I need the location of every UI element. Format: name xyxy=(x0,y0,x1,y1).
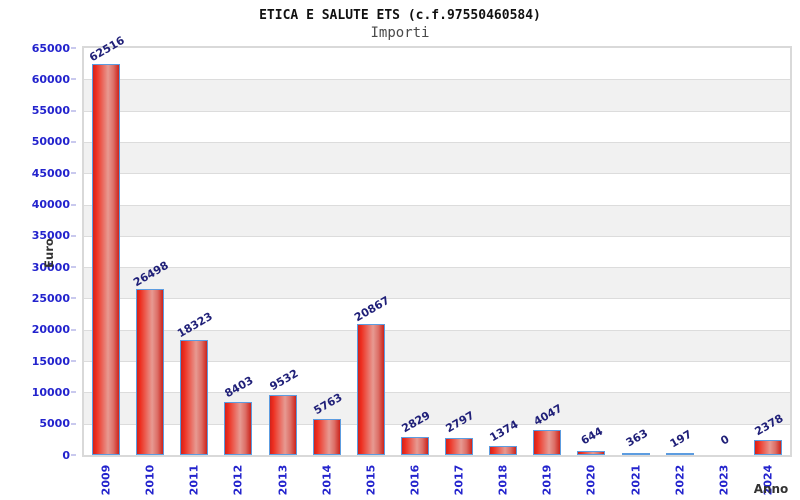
grid-band xyxy=(84,298,790,331)
bar-2022 xyxy=(665,453,694,455)
x-axis-title: Anno xyxy=(753,482,789,496)
gridline xyxy=(84,141,790,143)
gridline xyxy=(84,361,790,363)
bar-2014 xyxy=(312,418,341,455)
bar-2009 xyxy=(92,63,121,455)
x-tick-label: 2013 xyxy=(276,464,290,496)
y-tick-label: 55000 xyxy=(31,104,70,118)
y-tick-label: 60000 xyxy=(31,72,70,86)
gridline xyxy=(84,423,790,425)
y-tick-mark xyxy=(71,78,76,81)
x-tick-label: 2015 xyxy=(364,464,378,496)
x-tick-label: 2018 xyxy=(496,464,510,496)
x-tick-label: 2014 xyxy=(320,464,334,496)
y-tick-label: 45000 xyxy=(31,166,70,180)
gridline xyxy=(84,267,790,269)
x-tick-label: 2012 xyxy=(231,464,245,496)
bar-2015 xyxy=(356,324,385,455)
x-tick-label: 2011 xyxy=(187,464,201,496)
grid-band xyxy=(84,141,790,174)
y-tick-mark xyxy=(71,172,76,175)
plot-area: 0 5000 10000 15000 20000 25000 30000 35000 40000… xyxy=(32,33,792,495)
y-tick-mark xyxy=(71,203,76,206)
bar-2024 xyxy=(753,440,782,455)
chart-subtitle: Importi xyxy=(370,25,430,41)
grid-band xyxy=(84,48,790,80)
gridline xyxy=(84,235,790,237)
grid-band xyxy=(84,235,790,268)
x-tick-label: 2009 xyxy=(99,464,113,496)
x-tick-label: 2019 xyxy=(540,464,554,496)
y-tick-label: 15000 xyxy=(31,354,70,368)
bar-2017 xyxy=(445,437,474,455)
y-tick-mark xyxy=(71,422,76,425)
grid-band xyxy=(84,79,790,112)
gridline xyxy=(84,392,790,394)
gridline xyxy=(84,79,790,81)
y-tick-mark xyxy=(71,454,76,456)
bar-2010 xyxy=(136,289,165,455)
x-tick-label: 2017 xyxy=(452,464,466,496)
y-tick-label: 30000 xyxy=(31,260,70,274)
x-tick-label: 2020 xyxy=(584,464,598,496)
y-tick-mark xyxy=(71,297,76,300)
y-tick-label: 10000 xyxy=(31,385,70,399)
y-tick-mark xyxy=(71,266,76,269)
grid-band xyxy=(84,173,790,206)
x-tick-label: 2022 xyxy=(673,464,687,496)
bar-2021 xyxy=(621,452,650,455)
y-tick-label: 5000 xyxy=(39,417,70,431)
y-tick-label: 20000 xyxy=(31,323,70,337)
gridline xyxy=(84,173,790,175)
x-tick-label: 2023 xyxy=(717,464,731,496)
y-tick-label: 25000 xyxy=(31,291,70,305)
chart-title: ETICA E SALUTE ETS (c.f.97550460584) xyxy=(259,8,541,23)
y-tick-mark xyxy=(71,391,76,394)
x-tick-label: 2021 xyxy=(629,464,643,496)
grid-band xyxy=(84,204,790,237)
gridline xyxy=(84,329,790,331)
bar-2018 xyxy=(489,446,518,455)
y-tick-mark xyxy=(71,360,76,363)
gridline xyxy=(84,298,790,300)
x-tick-label: 2010 xyxy=(143,464,157,496)
y-tick-label: 0 xyxy=(62,448,70,462)
y-tick-label: 50000 xyxy=(31,135,70,149)
bar-2012 xyxy=(224,402,253,455)
y-tick-label: 40000 xyxy=(31,198,70,212)
grid-band xyxy=(84,110,790,143)
y-tick-label: 65000 xyxy=(31,41,70,55)
y-tick-mark xyxy=(71,234,76,237)
y-axis-title: Euro xyxy=(42,238,56,268)
y-tick-mark xyxy=(71,109,76,112)
bar-2016 xyxy=(400,437,429,455)
gridline xyxy=(84,110,790,112)
bar-2013 xyxy=(268,395,297,455)
grid-band xyxy=(84,267,790,299)
y-tick-label: 35000 xyxy=(31,229,70,243)
bar-2019 xyxy=(533,429,562,455)
y-tick-mark xyxy=(71,328,76,331)
gridline xyxy=(84,204,790,206)
x-tick-label: 2016 xyxy=(408,464,422,496)
bar-2020 xyxy=(577,450,606,455)
y-tick-mark xyxy=(71,140,76,143)
y-tick-mark xyxy=(71,47,76,49)
bar-2011 xyxy=(180,340,209,455)
